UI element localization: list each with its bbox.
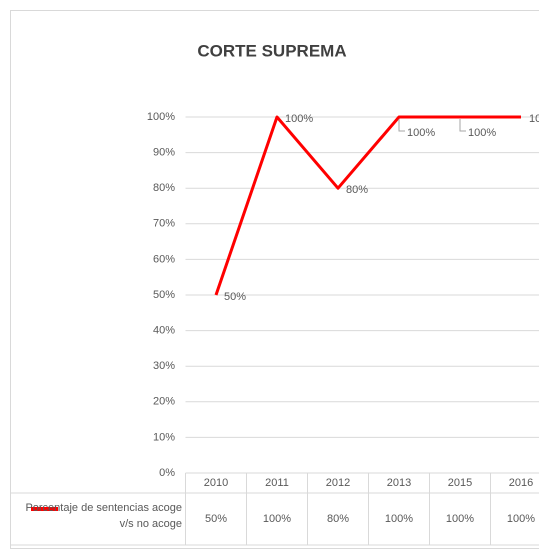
y-tick-label: 40% bbox=[153, 325, 175, 337]
y-tick-label: 60% bbox=[153, 253, 175, 265]
x-tick-label: 2013 bbox=[387, 477, 411, 489]
legend-label: Porcentaje de sentencias acoge v/s no ac… bbox=[25, 502, 182, 530]
leader-line bbox=[459, 119, 466, 132]
leader-line bbox=[398, 119, 405, 132]
data-label: 100% bbox=[529, 113, 539, 125]
y-tick-label: 70% bbox=[153, 218, 175, 230]
data-label: 100% bbox=[407, 127, 435, 139]
chart-title: CORTE SUPREMA bbox=[197, 41, 346, 60]
legend-wrap: Porcentaje de sentencias acoge v/s no ac… bbox=[25, 502, 182, 530]
y-tick-label: 80% bbox=[153, 182, 175, 194]
y-tick-label: 50% bbox=[153, 289, 175, 301]
table-value: 100% bbox=[446, 513, 474, 525]
y-tick-label: 20% bbox=[153, 396, 175, 408]
y-tick-label: 30% bbox=[153, 360, 175, 372]
table-value: 100% bbox=[507, 513, 535, 525]
data-label: 80% bbox=[346, 184, 368, 196]
x-tick-label: 2011 bbox=[265, 477, 289, 489]
x-tick-label: 2016 bbox=[509, 477, 533, 489]
x-tick-label: 2015 bbox=[448, 477, 472, 489]
x-tick-label: 2012 bbox=[326, 477, 350, 489]
data-label: 100% bbox=[468, 127, 496, 139]
series-line bbox=[214, 115, 521, 296]
y-tick-label: 90% bbox=[153, 147, 175, 159]
data-label: 50% bbox=[224, 291, 246, 303]
table-value: 80% bbox=[327, 513, 349, 525]
y-tick-label: 10% bbox=[153, 431, 175, 443]
table-value: 100% bbox=[263, 513, 291, 525]
x-tick-label: 2010 bbox=[204, 477, 228, 489]
data-label: 100% bbox=[285, 113, 313, 125]
y-tick-label: 0% bbox=[159, 467, 175, 479]
table-value: 100% bbox=[385, 513, 413, 525]
chart-border bbox=[10, 10, 539, 549]
y-tick-label: 100% bbox=[147, 111, 175, 123]
table-value: 50% bbox=[205, 513, 227, 525]
